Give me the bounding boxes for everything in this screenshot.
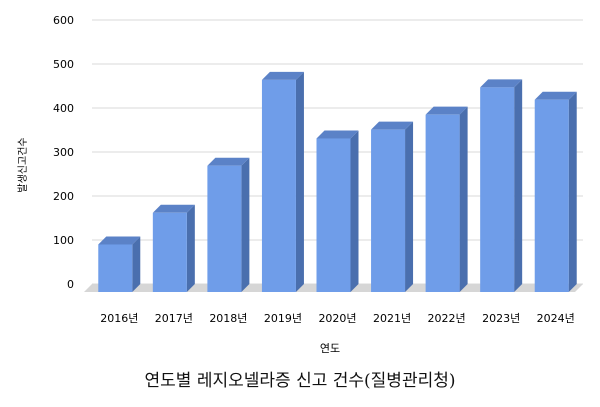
bar-side: [186, 204, 195, 292]
bar-2023년: [480, 79, 523, 293]
bar-2016년: [98, 236, 141, 292]
bar-2017년: [152, 204, 195, 292]
bar-2022년: [425, 106, 468, 293]
x-tick-label: 2016년: [100, 312, 138, 325]
bar-top: [261, 71, 304, 80]
y-tick-label: 100: [53, 234, 74, 247]
y-axis-label: 발생신고건수: [17, 137, 29, 192]
bar-top: [207, 157, 250, 166]
bar-side: [568, 91, 577, 292]
bar-side: [350, 130, 359, 292]
bar-front: [152, 212, 187, 292]
x-tick-label: 2021년: [373, 312, 411, 325]
y-tick-label: 0: [67, 278, 74, 291]
x-axis-ticks: 2016년 2017년 2018년 2019년 2020년 2021년 2022년 2023년…: [100, 312, 575, 325]
x-tick-label: 2023년: [482, 312, 520, 325]
chart-caption: 연도별 레지오넬라증 신고 건수(질병관리청): [144, 371, 456, 391]
bar-front: [207, 165, 242, 292]
y-axis-ticks: 0 100 200 300 400 500 600: [53, 14, 74, 291]
y-tick-label: 500: [53, 58, 74, 71]
bar-top: [98, 236, 141, 245]
bar-side: [514, 79, 523, 293]
bar-2024년: [534, 91, 577, 292]
y-tick-label: 600: [53, 14, 74, 27]
x-tick-label: 2018년: [209, 312, 247, 325]
bar-top: [152, 204, 195, 213]
x-axis-label: 연도: [320, 342, 340, 355]
bar-top: [316, 130, 359, 139]
bars: [98, 71, 577, 293]
bar-2018년: [207, 157, 250, 292]
bar-front: [316, 138, 351, 292]
bar-front: [261, 79, 296, 292]
bar-top: [371, 121, 414, 130]
bar-2021년: [371, 121, 414, 292]
y-tick-label: 400: [53, 102, 74, 115]
x-tick-label: 2020년: [318, 312, 356, 325]
x-tick-label: 2019년: [264, 312, 302, 325]
y-tick-label: 200: [53, 190, 74, 203]
bar-front: [480, 87, 515, 293]
bar-front: [371, 129, 406, 292]
x-tick-label: 2017년: [155, 312, 193, 325]
bar-side: [132, 236, 141, 292]
bar-side: [295, 71, 304, 292]
x-tick-label: 2022년: [428, 312, 466, 325]
bar-2020년: [316, 130, 359, 292]
bar-front: [425, 114, 460, 293]
bar-2019년: [261, 71, 304, 292]
bar-top: [480, 79, 523, 88]
bar-front: [534, 99, 569, 292]
bar-side: [405, 121, 414, 292]
x-tick-label: 2024년: [537, 312, 575, 325]
bar-top: [425, 106, 468, 115]
bar-front: [98, 244, 133, 292]
bar-side: [459, 106, 468, 293]
bar-side: [241, 157, 250, 292]
bar-top: [534, 91, 577, 100]
y-tick-label: 300: [53, 146, 74, 159]
